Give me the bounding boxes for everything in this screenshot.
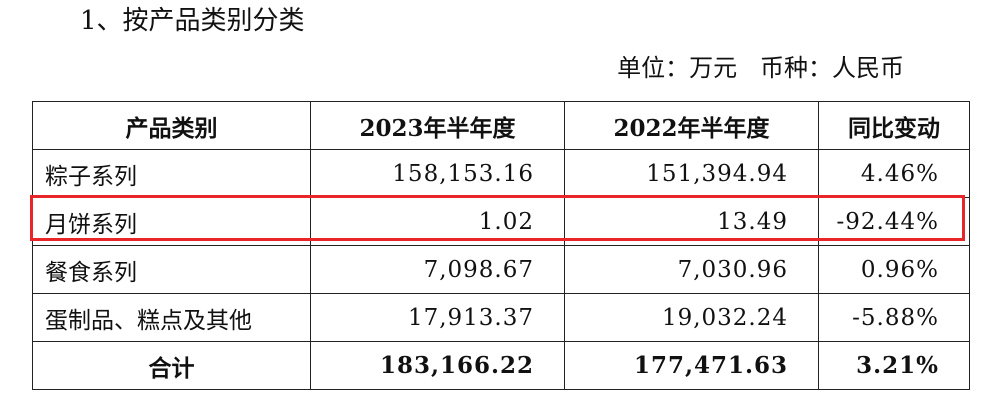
- row-value-2022: 151,394.94: [564, 149, 819, 198]
- row-value-2022: 19,032.24: [564, 293, 819, 342]
- row-category: 餐食系列: [32, 245, 311, 294]
- row-value-2023: 17,913.37: [310, 293, 565, 342]
- row-value-2023: 7,098.67: [310, 245, 565, 294]
- row-value-2022: 13.49: [564, 197, 819, 246]
- table-row: 月饼系列 1.02 13.49 -92.44%: [32, 197, 970, 246]
- total-value-2022: 177,471.63: [564, 341, 819, 390]
- table-row: 餐食系列 7,098.67 7,030.96 0.96%: [32, 245, 970, 294]
- total-label: 合计: [32, 341, 311, 390]
- total-yoy: 3.21%: [818, 341, 970, 390]
- product-category-table: 产品类别 2023年半年度 2022年半年度 同比变动 粽子系列 158,153…: [32, 101, 970, 390]
- table-row: 粽子系列 158,153.16 151,394.94 4.46%: [32, 149, 970, 198]
- total-value-2023: 183,166.22: [310, 341, 565, 390]
- header-2022-h1: 2022年半年度: [564, 101, 819, 150]
- row-yoy: 0.96%: [818, 245, 970, 294]
- header-2023-h1: 2023年半年度: [310, 101, 565, 150]
- row-category: 蛋制品、糕点及其他: [32, 293, 311, 342]
- row-yoy: -5.88%: [818, 293, 970, 342]
- row-value-2023: 1.02: [310, 197, 565, 246]
- header-category: 产品类别: [32, 101, 311, 150]
- table-total-row: 合计 183,166.22 177,471.63 3.21%: [32, 341, 970, 390]
- table-row: 蛋制品、糕点及其他 17,913.37 19,032.24 -5.88%: [32, 293, 970, 342]
- header-yoy-change: 同比变动: [818, 101, 970, 150]
- row-category: 月饼系列: [32, 197, 311, 246]
- row-category: 粽子系列: [32, 149, 311, 198]
- table-header-row: 产品类别 2023年半年度 2022年半年度 同比变动: [32, 101, 970, 150]
- row-yoy: 4.46%: [818, 149, 970, 198]
- row-value-2022: 7,030.96: [564, 245, 819, 294]
- row-value-2023: 158,153.16: [310, 149, 565, 198]
- unit-currency-note: 单位：万元 币种：人民币: [617, 54, 904, 82]
- section-heading: 1、按产品类别分类: [80, 6, 305, 36]
- row-yoy: -92.44%: [818, 197, 970, 246]
